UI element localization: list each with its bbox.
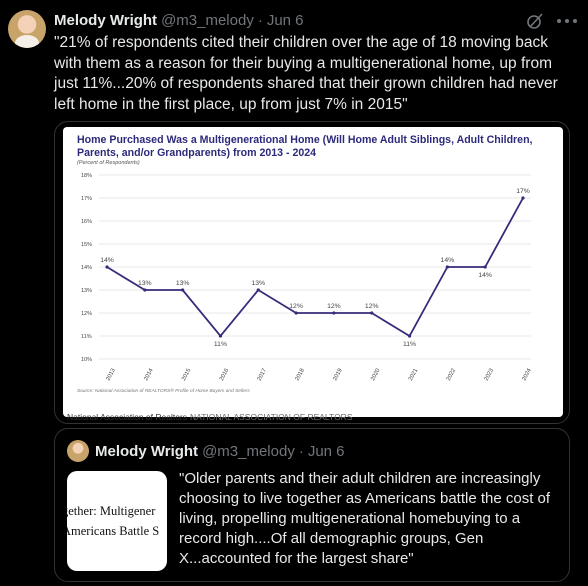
caption-org: National Association of Realtors [67,412,188,422]
data-point [521,196,525,200]
data-point [218,334,223,338]
tweet-header: Melody Wright @m3_melody · Jun 6 [54,10,304,30]
x-tick-label: 2019 [332,368,343,382]
thumbnail-line-1: gether: Multigener [67,504,156,518]
x-tick-label: 2014 [143,367,155,382]
x-tick-label: 2024 [521,367,533,382]
tweet-text: "21% of respondents cited their children… [54,34,558,113]
quote-author-handle[interactable]: @m3_melody [202,442,295,460]
data-label: 17% [516,188,530,195]
data-label: 12% [289,303,303,310]
tweet-media[interactable]: Home Purchased Was a Multigenerational H… [54,121,570,424]
author-name[interactable]: Melody Wright [54,11,158,29]
x-tick-label: 2013 [105,368,116,382]
media-caption: National Association of Realtors NATIONAL… [67,412,353,422]
chart-title-line1: Home Purchased Was a Multigenerational H… [77,134,533,146]
data-label: 14% [478,272,492,279]
avatar[interactable] [8,10,46,48]
y-tick-label: 16% [81,219,92,225]
line-chart: Home Purchased Was a Multigenerational H… [77,134,533,394]
chart-source: Source: National Association of REALTORS… [77,387,250,394]
data-point [143,288,147,292]
x-tick-label: 2016 [219,368,230,382]
quote-date[interactable]: Jun 6 [307,442,345,460]
data-point [105,265,109,269]
y-tick-label: 17% [81,196,92,202]
data-point [445,265,449,269]
data-point [407,334,412,338]
data-label: 13% [138,280,152,287]
y-tick-label: 15% [81,242,92,248]
author-handle[interactable]: @m3_melody [161,11,254,29]
quote-author-name[interactable]: Melody Wright [95,442,199,460]
data-label: 11% [403,341,416,348]
thumbnail-line-2: Americans Battle S [67,524,160,538]
data-label: 12% [365,303,379,310]
x-tick-label: 2020 [370,368,381,382]
quote-avatar[interactable] [67,440,89,462]
data-label: 13% [251,280,265,287]
y-tick-label: 11% [81,334,92,340]
data-point [294,311,298,315]
y-tick-label: 12% [81,311,92,317]
quote-text: "Older parents and their adult children … [179,470,551,567]
x-tick-label: 2015 [181,368,192,382]
y-tick-label: 18% [81,173,92,179]
y-tick-label: 13% [81,288,92,294]
quote-separator-dot: · [298,442,304,460]
x-tick-label: 2022 [446,368,457,382]
more-icon[interactable] [557,19,577,23]
data-point [483,265,487,269]
caption-org-caps: NATIONAL ASSOCIATION OF REALTORS [190,412,353,422]
data-point [256,288,260,292]
x-tick-label: 2018 [295,368,306,382]
thumbnail-text: gether: Multigener Americans Battle S [67,501,167,541]
y-tick-label: 14% [81,265,92,271]
x-tick-label: 2023 [484,368,495,382]
data-label: 12% [327,303,341,310]
quote-thumbnail[interactable]: gether: Multigener Americans Battle S [67,471,167,571]
x-tick-label: 2017 [257,368,268,382]
chart-title-line2: Parents, and/or Grandparents) from 2013 … [77,147,316,159]
data-point [181,288,185,292]
separator-dot: · [257,11,263,29]
quoted-tweet[interactable]: Melody Wright @m3_melody · Jun 6 gether:… [54,428,570,582]
data-label: 13% [176,280,190,287]
data-label: 11% [214,341,227,348]
chart-image: Home Purchased Was a Multigenerational H… [63,127,563,417]
data-label: 14% [100,257,114,264]
data-label: 14% [441,257,455,264]
chart-subtitle: (Percent of Respondents) [77,160,140,166]
quote-header: Melody Wright @m3_melody · Jun 6 [95,441,345,461]
data-point [370,311,374,315]
series-line [106,197,524,338]
tweet-date[interactable]: Jun 6 [266,11,304,29]
y-tick-label: 10% [81,357,92,363]
data-point [332,311,336,315]
grok-icon[interactable] [526,12,544,30]
x-tick-label: 2021 [408,368,419,382]
